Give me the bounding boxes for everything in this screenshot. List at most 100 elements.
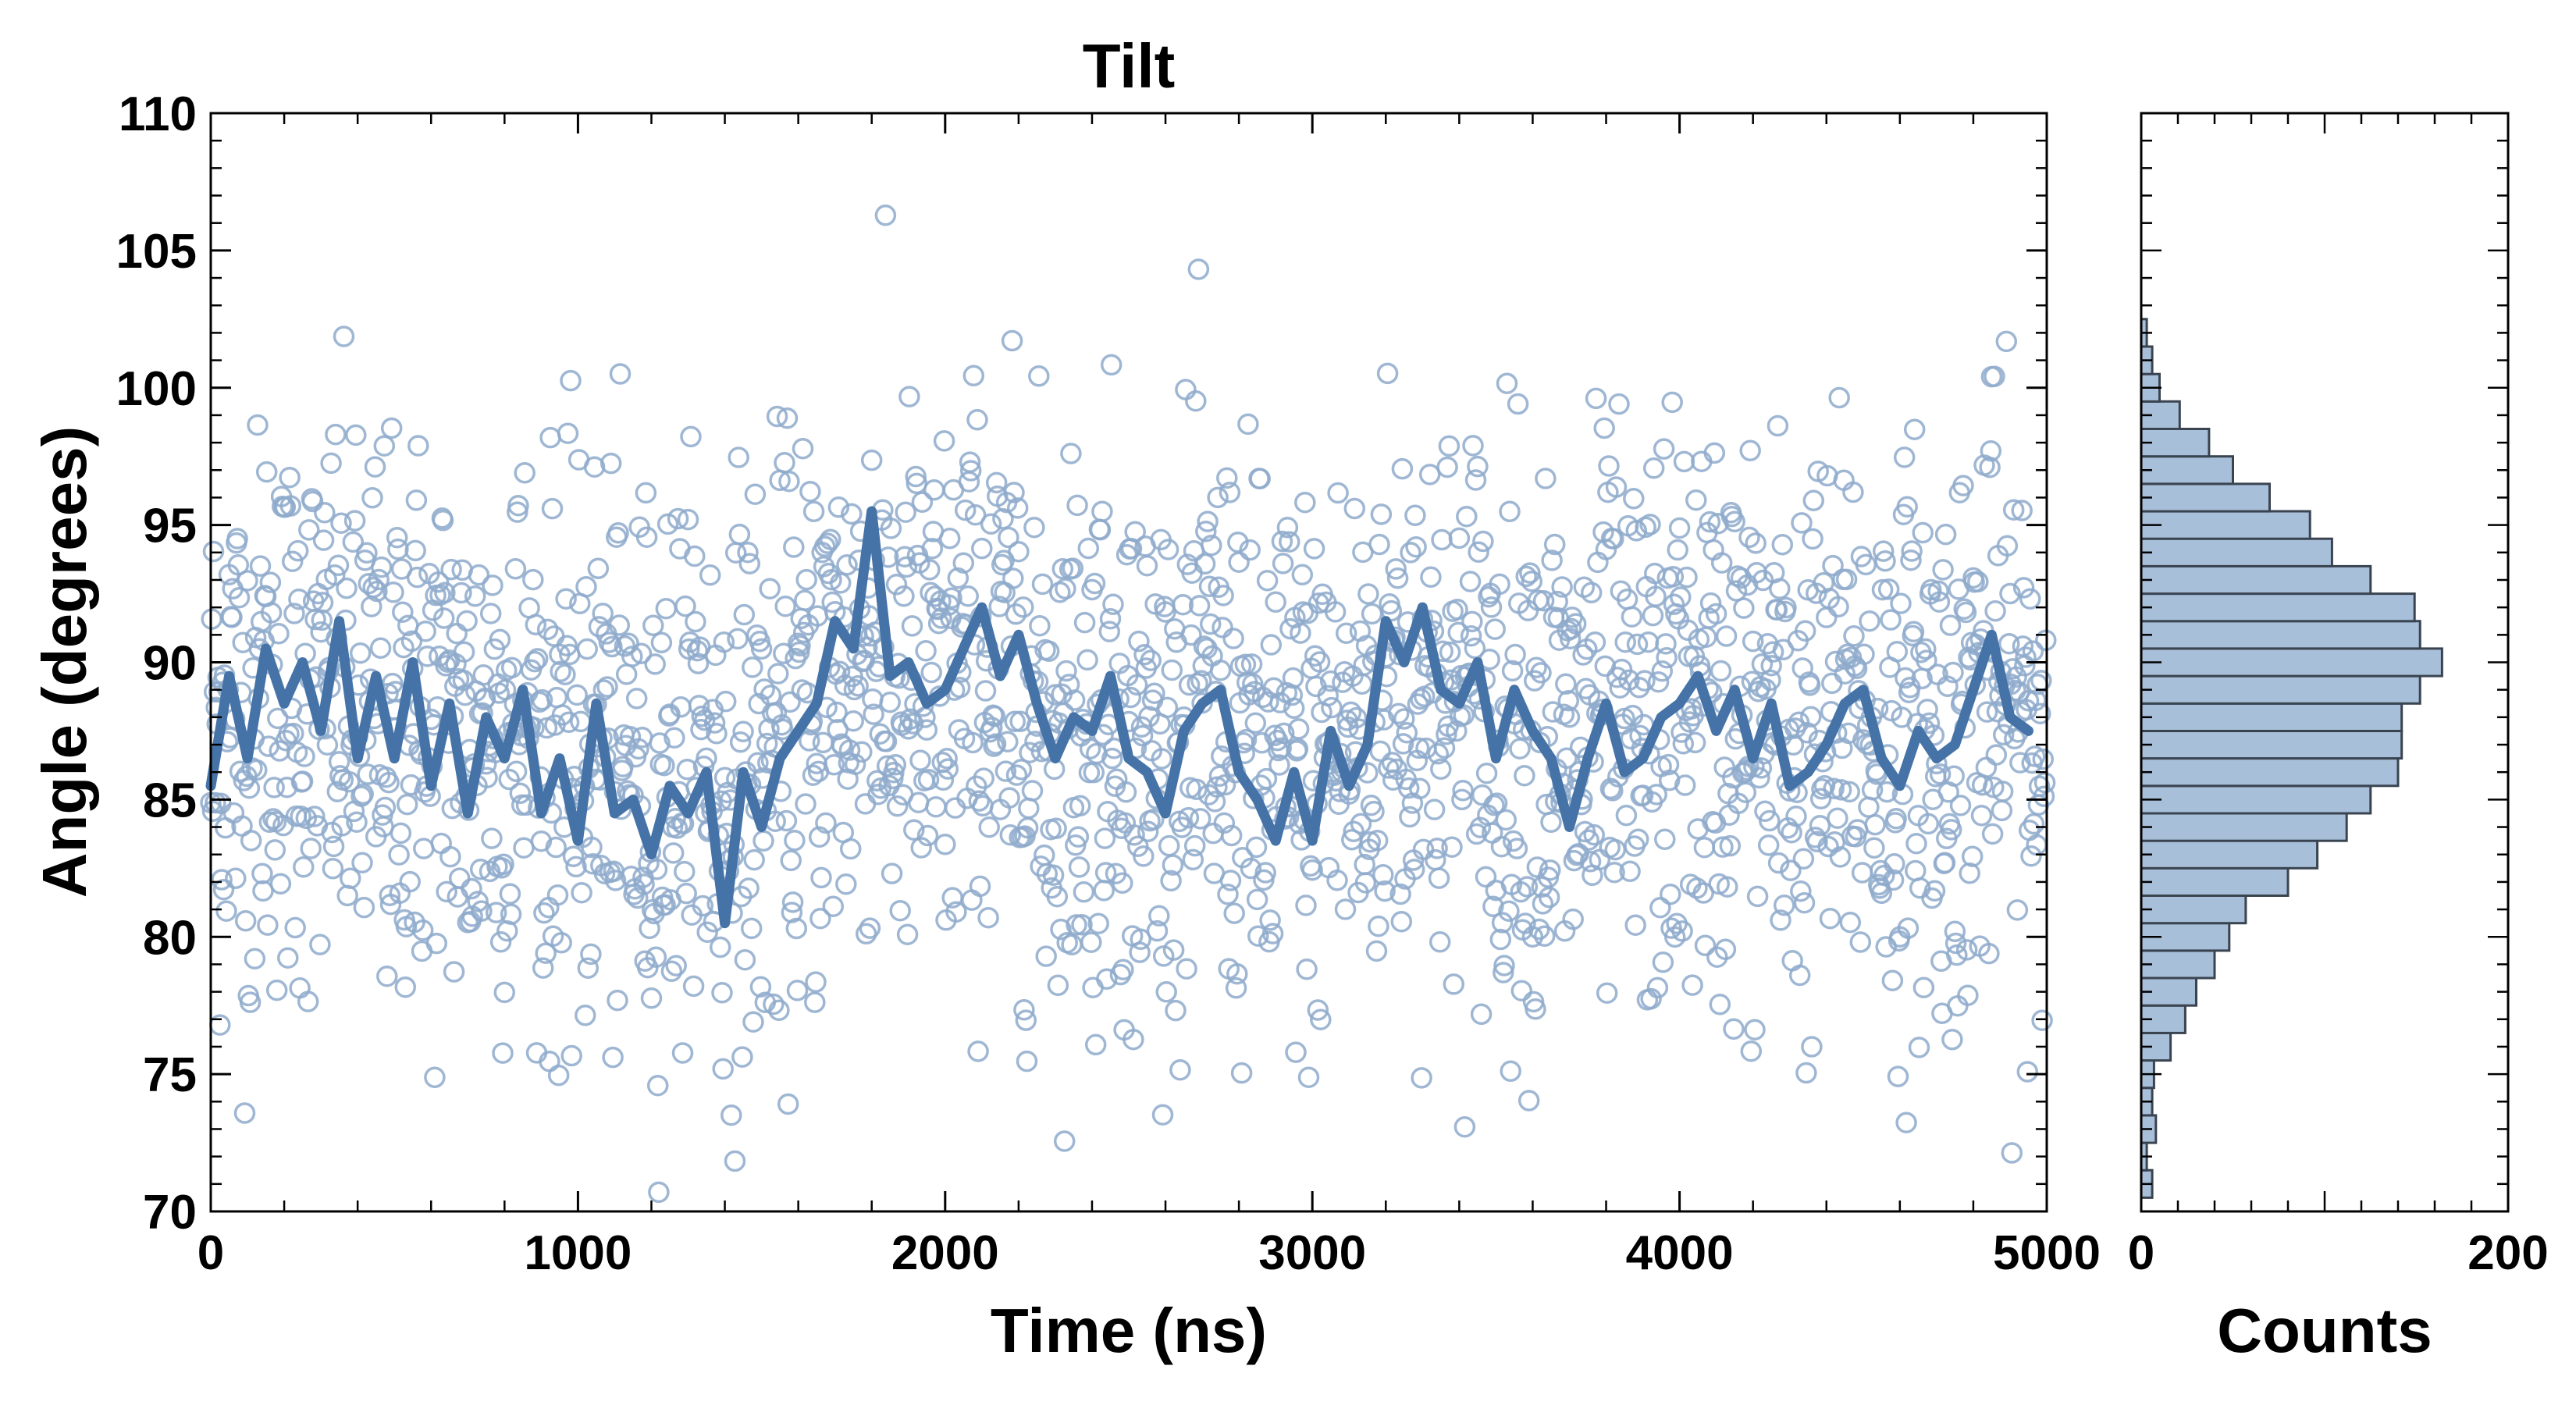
scatter-point: [267, 707, 289, 730]
scatter-point: [541, 497, 564, 520]
scatter-point: [392, 601, 414, 623]
scatter-point: [1368, 915, 1389, 937]
scatter-point: [340, 867, 361, 890]
scatter-series: [200, 205, 2057, 1204]
scatter-point: [1745, 532, 1767, 554]
scatter-point: [1456, 505, 1478, 528]
scatter-point: [1498, 900, 1520, 922]
scatter-point: [1961, 845, 1984, 867]
scatter-point: [881, 863, 903, 884]
scatter-point: [1430, 758, 1452, 781]
scatter-point: [399, 870, 421, 893]
scatter-point: [667, 507, 689, 530]
scatter-point: [436, 880, 457, 903]
scatter-point: [1411, 1067, 1432, 1089]
histogram-bar: [2140, 702, 2403, 732]
scatter-point: [1610, 658, 1633, 681]
scatter-point: [1475, 762, 1498, 784]
histogram-bar: [2140, 674, 2421, 705]
scatter-point: [1112, 959, 1134, 980]
scatter-point: [1460, 624, 1482, 647]
scatter-point: [1172, 593, 1194, 616]
scatter-point: [1871, 578, 1894, 601]
scatter-point: [1365, 940, 1388, 962]
scatter-point: [1427, 743, 1450, 765]
scatter-point: [1937, 675, 1959, 697]
scatter-point: [1839, 911, 1862, 934]
scatter-point: [1546, 590, 1568, 613]
scatter-point: [1802, 528, 1823, 550]
scatter-point: [1326, 870, 1348, 891]
y-tick-label: 70: [143, 1186, 197, 1240]
scatter-point: [257, 914, 279, 936]
scatter-point: [952, 552, 975, 574]
scatter-point: [1514, 764, 1535, 787]
scatter-point: [1467, 455, 1489, 478]
scatter-point: [2033, 771, 2056, 794]
scatter-point: [1482, 895, 1504, 917]
x-tick-label: 3000: [1258, 1226, 1366, 1280]
scatter-point: [1901, 540, 1923, 562]
scatter-point: [1780, 859, 1802, 881]
scatter-point: [781, 891, 804, 913]
scatter-point: [1182, 848, 1204, 871]
scatter-point: [1794, 620, 1816, 642]
scatter-point: [627, 887, 649, 909]
scatter-point: [1663, 593, 1685, 616]
scatter-point: [1802, 489, 1825, 512]
scatter-point: [547, 1064, 570, 1087]
scatter-point: [427, 571, 450, 593]
scatter-point: [1598, 455, 1620, 477]
histogram-bar: [2140, 839, 2319, 870]
scatter-point: [1510, 980, 1533, 1001]
scatter-point: [439, 845, 461, 868]
scatter-point: [1441, 836, 1463, 858]
scatter-point: [461, 877, 482, 900]
scatter-point: [1944, 920, 1966, 943]
scatter-point: [1816, 606, 1838, 628]
scatter-point: [227, 554, 250, 576]
scatter-point: [1940, 819, 1962, 841]
scatter-point: [1310, 1008, 1332, 1030]
scatter-point: [731, 1046, 753, 1068]
scatter-point: [884, 754, 907, 776]
scatter-point: [653, 754, 675, 777]
scatter-point: [1504, 643, 1526, 666]
scatter-point: [575, 1005, 596, 1026]
scatter-point: [604, 870, 627, 891]
scatter-point: [1767, 852, 1790, 874]
scatter-point: [1404, 504, 1426, 527]
scatter-point: [1285, 1041, 1307, 1063]
histogram-bar: [2140, 729, 2403, 760]
scatter-point: [509, 782, 532, 805]
scatter-point: [1073, 881, 1095, 903]
scatter-point: [1733, 597, 1755, 619]
scatter-point: [1967, 571, 1989, 592]
y-tick-label: 95: [143, 500, 197, 553]
scatter-point: [1160, 870, 1182, 892]
scatter-point: [1069, 795, 1091, 817]
scatter-point: [737, 541, 759, 564]
scatter-point: [630, 642, 653, 665]
scatter-point: [1169, 1058, 1191, 1081]
scatter-point: [450, 582, 472, 604]
scatter-point: [1670, 586, 1692, 608]
scatter-point: [1006, 497, 1029, 519]
scatter-point: [1202, 822, 1224, 845]
scatter-point: [1428, 867, 1450, 889]
scatter-point: [1161, 659, 1183, 681]
scatter-point: [452, 669, 475, 692]
scatter-point: [907, 791, 930, 813]
scatter-point: [1387, 702, 1410, 725]
scatter-point: [1386, 567, 1409, 589]
scatter-point: [847, 674, 869, 697]
scatter-point: [1483, 794, 1505, 816]
scatter-point: [795, 568, 817, 591]
scatter-point: [1396, 722, 1418, 744]
scatter-point: [843, 678, 866, 701]
scatter-point: [1055, 578, 1076, 600]
scatter-point: [1001, 329, 1023, 352]
scatter-point: [281, 550, 304, 572]
scatter-point: [1916, 649, 1937, 671]
scatter-point: [998, 787, 1020, 809]
